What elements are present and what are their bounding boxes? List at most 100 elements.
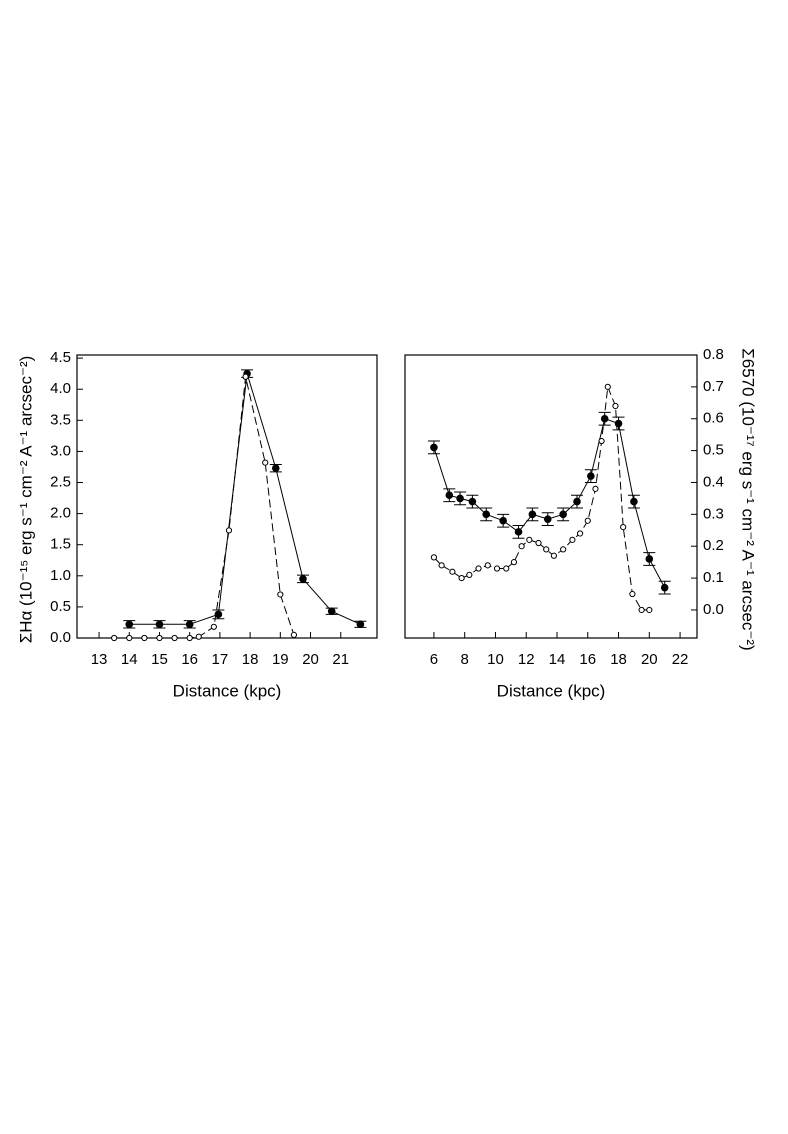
data-point	[493, 565, 501, 572]
data-point	[171, 634, 178, 642]
data-point	[438, 562, 445, 569]
y-tick-label: 0.5	[703, 442, 724, 459]
data-point	[646, 606, 653, 614]
y-tick-label: 1.0	[50, 567, 71, 584]
data-point	[468, 497, 477, 506]
series-line	[114, 376, 295, 639]
data-point	[587, 472, 595, 480]
data-point	[526, 536, 533, 543]
data-point	[629, 590, 636, 598]
y-tick-label: 4.5	[50, 349, 71, 366]
x-tick-label: 16	[579, 651, 596, 668]
data-point	[550, 552, 558, 559]
data-point	[214, 610, 223, 619]
data-point	[210, 623, 217, 630]
x-tick-label: 19	[272, 651, 289, 668]
data-point	[356, 620, 365, 629]
data-point	[327, 607, 336, 616]
y-tick-label: 2.5	[50, 473, 71, 490]
x-tick-label: 16	[181, 651, 198, 668]
data-point	[242, 373, 249, 380]
data-point	[111, 634, 118, 642]
data-point	[528, 510, 537, 519]
data-point	[510, 559, 518, 566]
data-point	[503, 565, 510, 572]
data-point	[290, 631, 298, 638]
data-point	[299, 575, 307, 583]
data-point	[185, 620, 194, 629]
data-point	[560, 546, 567, 553]
data-point	[195, 633, 202, 640]
x-tick-label: 20	[641, 651, 658, 668]
y-tick-label: 0.6	[703, 410, 724, 427]
data-point	[262, 459, 269, 466]
y-tick-label: 3.0	[50, 442, 71, 459]
y-axis-label: Σ6570 (10⁻¹⁷ erg s⁻¹ cm⁻² A⁻¹ arcsec⁻²)	[739, 348, 758, 650]
y-tick-label: 0.4	[703, 473, 724, 490]
y-tick-label: 1.5	[50, 536, 71, 553]
data-point	[466, 571, 473, 578]
y-tick-label: 2.0	[50, 505, 71, 522]
plot-frame	[404, 354, 698, 639]
data-point	[449, 568, 456, 575]
x-tick-label: 14	[549, 651, 566, 668]
data-point	[584, 517, 591, 524]
data-point	[125, 620, 134, 629]
data-point	[141, 634, 148, 642]
x-tick-label: 20	[302, 651, 319, 668]
x-tick-label: 21	[332, 651, 349, 668]
data-point	[645, 555, 654, 563]
data-point	[592, 485, 599, 492]
data-point	[660, 583, 669, 592]
y-tick-label: 0.1	[703, 569, 724, 586]
x-tick-label: 17	[212, 651, 229, 668]
data-point	[543, 515, 552, 523]
data-point	[559, 510, 567, 519]
x-tick-label: 18	[242, 651, 259, 668]
data-point	[499, 516, 507, 525]
data-point	[482, 510, 491, 519]
data-point	[271, 464, 280, 473]
data-point	[535, 539, 542, 547]
data-point	[573, 497, 581, 506]
x-tick-label: 18	[610, 651, 627, 668]
y-tick-label: 0.3	[703, 505, 724, 522]
data-point	[638, 606, 645, 614]
data-point	[155, 620, 164, 629]
data-point	[126, 634, 133, 642]
y-tick-label: 0.7	[703, 378, 724, 395]
data-point	[598, 437, 605, 445]
x-tick-label: 12	[518, 651, 535, 668]
x-axis-label: Distance (kpc)	[497, 681, 606, 700]
data-point	[445, 491, 454, 500]
x-tick-label: 8	[461, 651, 469, 668]
data-point	[156, 634, 163, 642]
x-axis-label: Distance (kpc)	[173, 681, 282, 700]
data-point	[543, 546, 550, 553]
y-tick-label: 4.0	[50, 380, 71, 397]
data-point	[518, 543, 525, 550]
data-point	[612, 402, 619, 410]
y-tick-label: 3.5	[50, 411, 71, 428]
x-tick-label: 15	[151, 651, 168, 668]
data-point	[475, 565, 482, 572]
data-point	[225, 527, 233, 534]
data-point	[620, 523, 627, 531]
x-tick-label: 14	[121, 651, 138, 668]
y-axis-label: ΣHα (10⁻¹⁵ erg s⁻¹ cm⁻² A⁻¹ arcsec⁻²)	[16, 356, 35, 644]
data-point	[604, 383, 611, 390]
data-point	[430, 443, 438, 452]
data-point	[514, 528, 523, 536]
data-point	[430, 554, 438, 561]
series-line	[433, 386, 650, 611]
y-tick-label: 0.0	[703, 601, 724, 618]
y-tick-label: 0.2	[703, 537, 724, 554]
data-point	[458, 574, 465, 582]
data-point	[484, 562, 491, 569]
data-point	[630, 497, 638, 506]
data-point	[456, 494, 464, 503]
series-line	[433, 418, 666, 588]
plot-frame	[76, 354, 378, 639]
x-tick-label: 22	[672, 651, 689, 668]
